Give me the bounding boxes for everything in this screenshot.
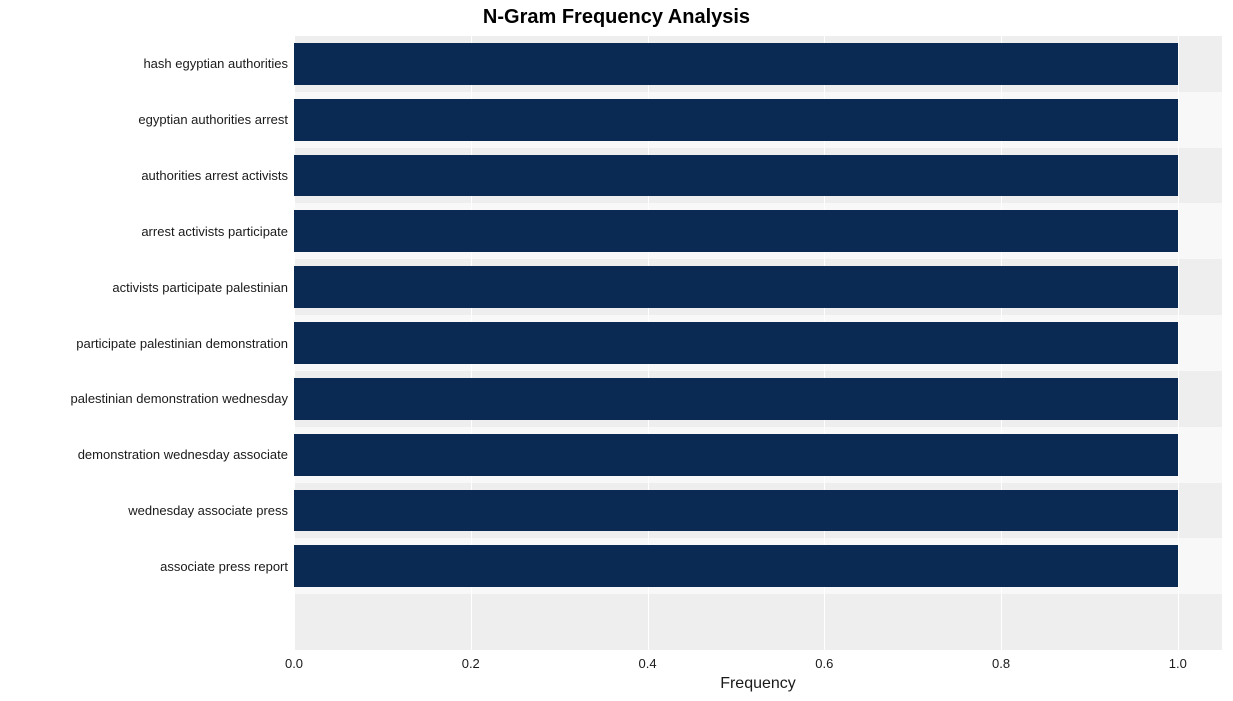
- chart-title: N-Gram Frequency Analysis: [0, 6, 1233, 29]
- bar: [294, 43, 1178, 85]
- y-tick-label: demonstration wednesday associate: [78, 447, 288, 462]
- bar: [294, 545, 1178, 587]
- x-axis-title: Frequency: [658, 675, 858, 693]
- y-tick-label: arrest activists participate: [141, 224, 288, 239]
- y-tick-label: wednesday associate press: [128, 503, 288, 518]
- bar: [294, 210, 1178, 252]
- x-tick-label: 1.0: [1169, 656, 1187, 671]
- y-tick-label: palestinian demonstration wednesday: [70, 391, 288, 406]
- ngram-frequency-chart: N-Gram Frequency Analysis Frequency hash…: [0, 0, 1233, 701]
- y-tick-label: egyptian authorities arrest: [138, 112, 288, 127]
- y-tick-label: associate press report: [160, 559, 288, 574]
- grid-line: [1178, 36, 1179, 650]
- y-tick-label: activists participate palestinian: [112, 280, 288, 295]
- y-tick-label: authorities arrest activists: [141, 168, 288, 183]
- bar: [294, 155, 1178, 197]
- plot-band: [294, 594, 1222, 650]
- bar: [294, 99, 1178, 141]
- x-tick-label: 0.0: [285, 656, 303, 671]
- x-tick-label: 0.2: [462, 656, 480, 671]
- bar: [294, 322, 1178, 364]
- bar: [294, 490, 1178, 532]
- y-tick-label: participate palestinian demonstration: [76, 336, 288, 351]
- x-tick-label: 0.6: [815, 656, 833, 671]
- x-tick-label: 0.8: [992, 656, 1010, 671]
- plot-area: [294, 36, 1222, 650]
- bar: [294, 266, 1178, 308]
- bar: [294, 434, 1178, 476]
- bar: [294, 378, 1178, 420]
- x-tick-label: 0.4: [638, 656, 656, 671]
- y-tick-label: hash egyptian authorities: [143, 56, 288, 71]
